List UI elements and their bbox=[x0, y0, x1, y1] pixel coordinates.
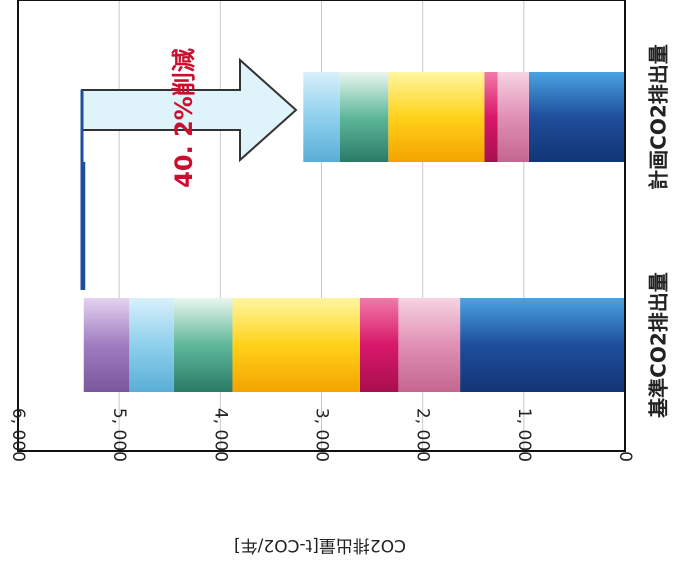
bar-segment bbox=[359, 298, 399, 392]
reduction-annotation: 40. 2%削減 bbox=[80, 48, 298, 290]
bar-segment bbox=[528, 72, 625, 162]
plot-frame bbox=[17, 0, 626, 452]
bar-segment bbox=[388, 72, 485, 162]
reduction-label: 40. 2%削減 bbox=[170, 48, 198, 188]
bars bbox=[83, 72, 625, 392]
y-axis-label-group: CO2排出量[t-CO2/年] bbox=[234, 535, 406, 555]
tick-label: 3, 000 bbox=[312, 408, 332, 462]
bar-segment bbox=[303, 72, 340, 162]
bar-segment bbox=[460, 298, 625, 392]
bar-segment bbox=[339, 72, 389, 162]
reduction-arrow bbox=[81, 57, 298, 163]
y-axis-label: CO2排出量[t-CO2/年] bbox=[234, 535, 406, 555]
bar-segment bbox=[173, 298, 233, 392]
tick-label: 0 bbox=[615, 451, 635, 462]
tick-label: 5, 000 bbox=[109, 408, 129, 462]
bar-segment bbox=[497, 72, 529, 162]
tick-label: 6, 000 bbox=[8, 408, 28, 462]
bar-segment bbox=[398, 298, 461, 392]
tick-label: 4, 000 bbox=[210, 408, 230, 462]
tick-labels: 0 1, 000 2, 000 3, 000 4, 000 5, 000 6, 000 bbox=[8, 408, 635, 462]
tick-label: 2, 000 bbox=[413, 408, 433, 462]
bar-segment bbox=[484, 72, 498, 162]
tick-label: 1, 000 bbox=[514, 408, 534, 462]
bar-segment bbox=[83, 298, 130, 392]
bar-segment bbox=[232, 298, 360, 392]
category-label: 計画CO2排出量 bbox=[647, 44, 671, 190]
category-label: 基準CO2排出量 bbox=[647, 272, 671, 418]
bar-segment bbox=[129, 298, 174, 392]
